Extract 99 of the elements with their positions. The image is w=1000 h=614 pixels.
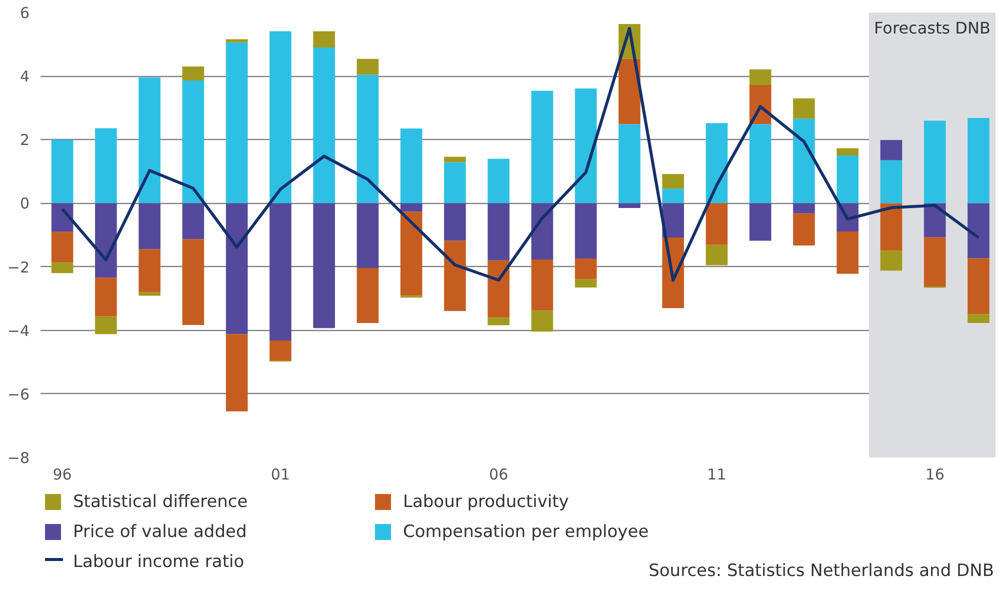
bar xyxy=(400,212,422,296)
x-tick-label: 96 xyxy=(52,466,72,484)
bar xyxy=(95,203,117,278)
x-tick-label: 16 xyxy=(925,466,944,484)
bar xyxy=(836,232,859,274)
bar xyxy=(138,203,160,250)
y-tick-label: 0 xyxy=(20,194,30,213)
bar xyxy=(968,314,990,324)
bar xyxy=(574,279,597,288)
bar xyxy=(51,203,74,232)
legend-label: Statistical difference xyxy=(72,491,249,514)
bar xyxy=(95,278,117,316)
bar xyxy=(618,203,640,208)
bar xyxy=(574,88,597,204)
legend-label: Price of value added xyxy=(72,521,248,544)
bar xyxy=(138,292,160,296)
y-tick-label: −6 xyxy=(7,385,30,404)
bar xyxy=(880,140,902,160)
bar xyxy=(662,188,684,204)
bar xyxy=(880,203,902,251)
bar xyxy=(968,203,990,258)
bar xyxy=(313,203,335,328)
bar xyxy=(924,203,946,238)
bar xyxy=(531,90,554,204)
bar xyxy=(924,237,946,286)
bar xyxy=(749,124,772,204)
bar xyxy=(618,58,640,124)
bar xyxy=(793,98,815,119)
source-note: Sources: Statistics Netherlands and DNB xyxy=(648,560,994,583)
y-tick-label: 6 xyxy=(20,4,30,22)
bar xyxy=(662,203,684,238)
bar xyxy=(749,203,772,241)
bar xyxy=(662,174,684,189)
bar xyxy=(531,310,554,332)
bar xyxy=(356,203,379,268)
bar xyxy=(226,39,248,42)
bar xyxy=(51,140,74,204)
bar xyxy=(138,77,160,204)
bar xyxy=(968,258,990,314)
y-tick-label: −8 xyxy=(7,449,30,467)
bar xyxy=(270,340,292,361)
bar xyxy=(226,203,248,334)
bar xyxy=(356,74,379,204)
bar xyxy=(270,31,292,204)
y-tick-label: 4 xyxy=(20,68,30,86)
bar xyxy=(574,203,597,259)
bar xyxy=(880,250,902,271)
bar xyxy=(618,124,640,204)
bar xyxy=(488,203,510,260)
bar xyxy=(444,203,466,241)
bar xyxy=(531,259,554,311)
bar xyxy=(182,239,204,325)
bar xyxy=(138,249,160,292)
bar xyxy=(836,148,859,156)
bar xyxy=(531,203,554,260)
bar xyxy=(444,162,466,204)
y-tick-label: 2 xyxy=(20,131,30,150)
x-tick-label: 11 xyxy=(707,466,726,484)
x-tick-label: 01 xyxy=(270,466,290,484)
bar xyxy=(313,31,335,48)
bar xyxy=(706,244,728,266)
bar xyxy=(968,118,990,204)
x-tick-label: 06 xyxy=(489,466,508,484)
bar xyxy=(444,240,466,311)
bar xyxy=(51,262,74,274)
bar xyxy=(226,334,248,412)
bar xyxy=(444,156,466,162)
bar xyxy=(488,158,510,204)
bar xyxy=(749,69,772,85)
bar xyxy=(836,156,859,204)
bar xyxy=(95,316,117,334)
y-tick-label: −4 xyxy=(7,322,30,340)
bar xyxy=(574,258,597,280)
bar xyxy=(924,120,946,204)
bar xyxy=(488,318,510,326)
bar xyxy=(400,203,422,212)
bar xyxy=(182,203,204,240)
bar xyxy=(793,118,815,204)
bar xyxy=(706,203,728,245)
bar xyxy=(706,123,728,204)
bar xyxy=(400,128,422,204)
band-label: Forecasts DNB xyxy=(874,18,990,38)
bar xyxy=(313,47,335,204)
bar xyxy=(51,232,74,263)
bar xyxy=(793,213,815,246)
bar xyxy=(226,42,248,204)
y-tick-label: −2 xyxy=(7,258,30,276)
legend-label: Labour income ratio xyxy=(72,551,246,574)
bar xyxy=(880,160,902,204)
bar xyxy=(182,80,204,204)
bar xyxy=(270,203,292,341)
bar xyxy=(95,128,117,204)
bar xyxy=(182,66,204,81)
bar xyxy=(356,58,379,75)
bar xyxy=(356,268,379,324)
bar xyxy=(793,203,815,214)
bar xyxy=(488,260,510,318)
legend-label: Labour productivity xyxy=(402,491,570,514)
legend-label: Compensation per employee xyxy=(402,521,650,544)
